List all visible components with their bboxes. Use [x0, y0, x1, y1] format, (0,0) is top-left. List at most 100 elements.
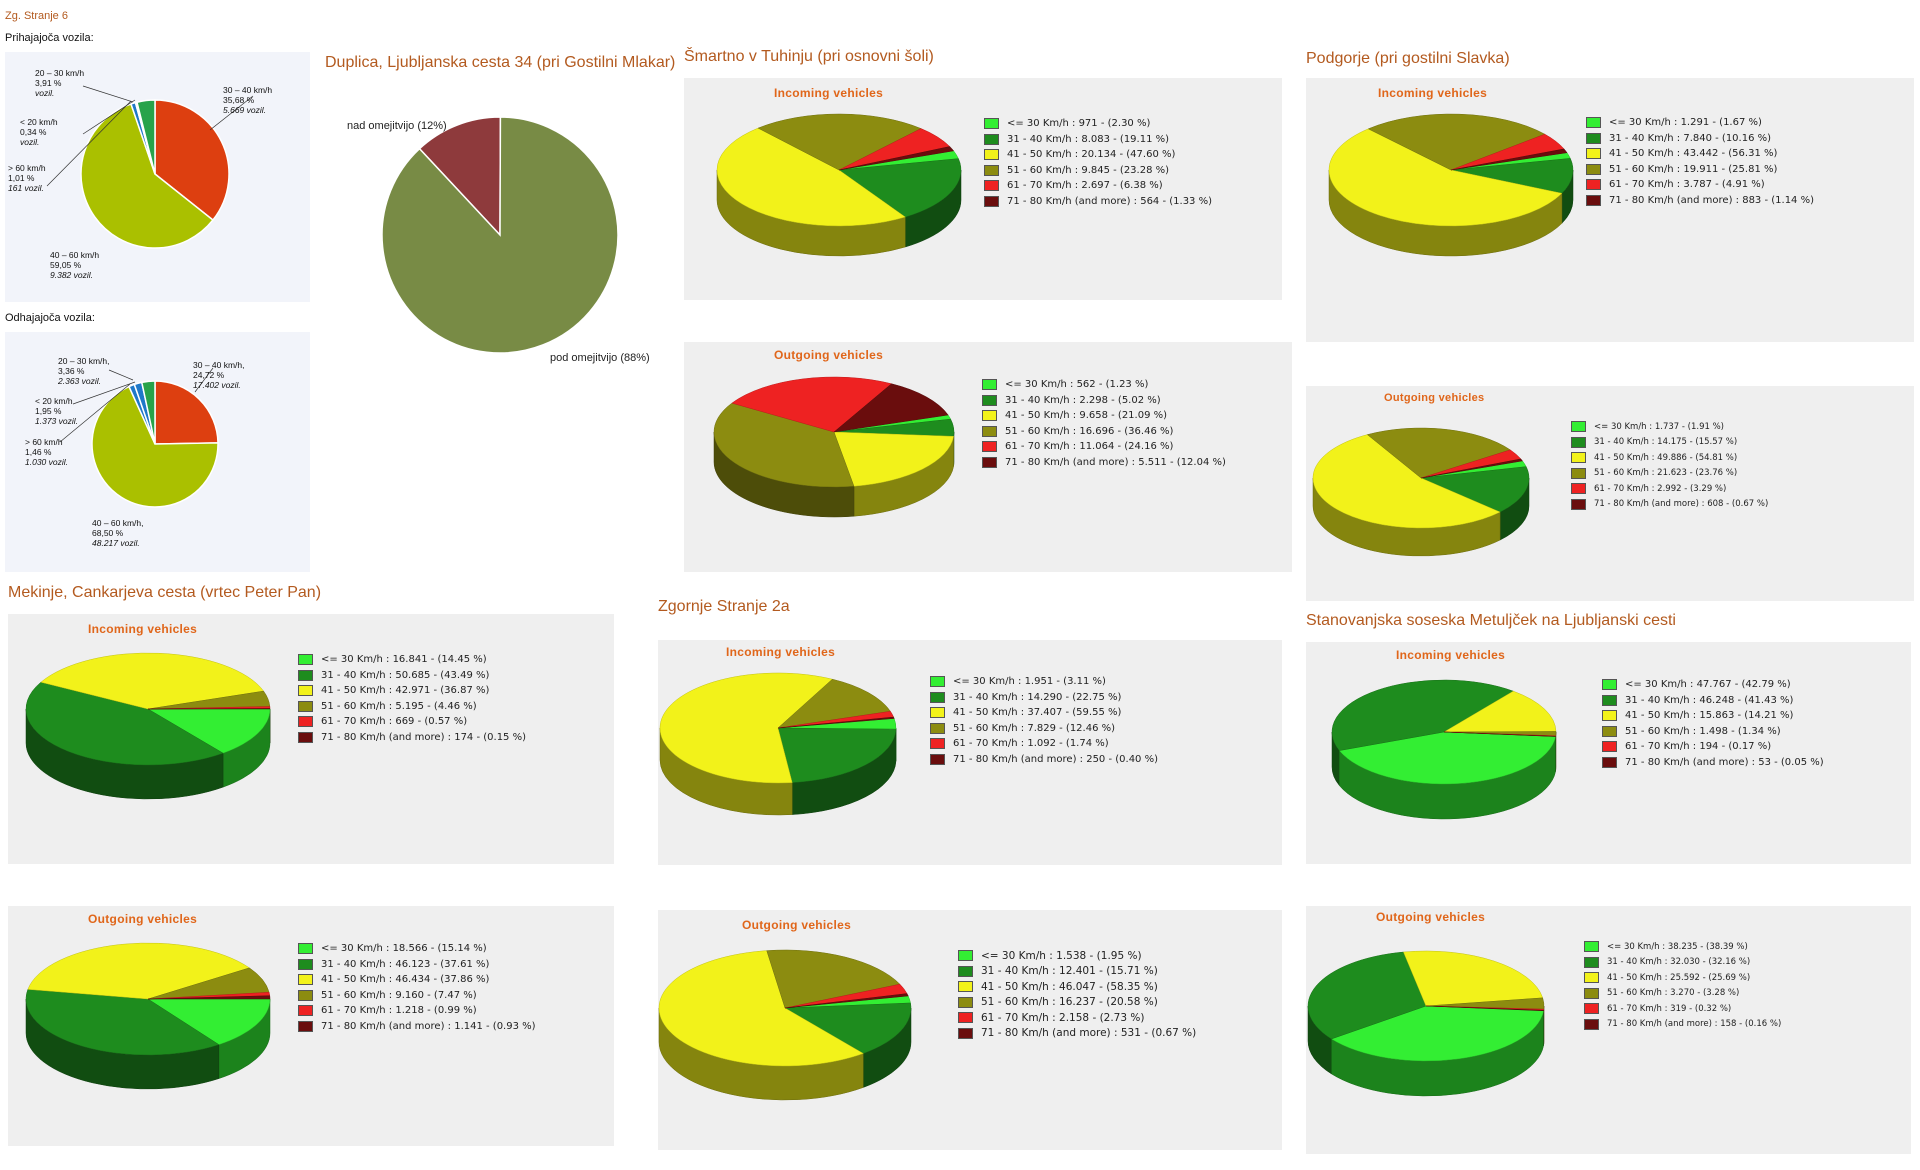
- legend-entry: 41 - 50 Km/h : 43.442 - (56.31 %): [1586, 146, 1814, 162]
- legend-swatch: [982, 456, 997, 468]
- mekinje-in-pie: [25, 652, 271, 800]
- legend-entry: 31 - 40 Km/h : 14.290 - (22.75 %): [930, 690, 1158, 706]
- legend-text: 51 - 60 Km/h : 9.845 - (23.28 %): [1007, 164, 1170, 176]
- zg-out-label-lt20: < 20 km/h 1,95 % 1.373 vozil.: [35, 396, 78, 426]
- zg-out-slice-1: [91, 385, 219, 508]
- legend-text: <= 30 Km/h : 971 - (2.30 %): [1007, 118, 1151, 130]
- legend-entry: 61 - 70 Km/h : 3.787 - (4.91 %): [1586, 177, 1814, 193]
- legend-swatch: [1586, 179, 1601, 191]
- mekinje-in-subtitle: Incoming vehicles: [88, 622, 198, 636]
- legend-text: <= 30 Km/h : 47.767 - (42.79 %): [1625, 679, 1791, 691]
- legend-text: 51 - 60 Km/h : 16.237 - (20.58 %): [981, 996, 1158, 1009]
- smartno-out-slice-5: [833, 383, 949, 433]
- podgorje-in-pie: [1328, 113, 1574, 257]
- legend-entry: 41 - 50 Km/h : 42.971 - (36.87 %): [298, 683, 526, 699]
- metuljcek-in-slice-5: [1443, 731, 1556, 737]
- legend-swatch: [1584, 987, 1599, 999]
- zg-in-label-lt20: < 20 km/h 0,34 % vozil.: [20, 117, 58, 147]
- mekinje-in-slice-1: [25, 681, 224, 766]
- smartno-out-panel: Outgoing vehicles <= 30 Km/h : 562 - (1.…: [684, 342, 1292, 572]
- legend-text: 61 - 70 Km/h : 11.064 - (24.16 %): [1005, 441, 1174, 453]
- zg-in-slice-4: [136, 99, 156, 175]
- podgorje-in-slice-2: [1328, 128, 1563, 227]
- legend-entry: 51 - 60 Km/h : 1.498 - (1.34 %): [1602, 724, 1824, 740]
- legend-entry: 71 - 80 Km/h (and more) : 531 - (0.67 %): [958, 1026, 1196, 1042]
- legend-text: 71 - 80 Km/h (and more) : 53 - (0.05 %): [1625, 756, 1824, 768]
- legend-entry: 51 - 60 Km/h : 3.270 - (3.28 %): [1584, 986, 1781, 1002]
- podgorje-out-subtitle: Outgoing vehicles: [1384, 392, 1485, 404]
- legend-entry: 61 - 70 Km/h : 1.092 - (1.74 %): [930, 736, 1158, 752]
- legend-entry: 41 - 50 Km/h : 9.658 - (21.09 %): [982, 408, 1226, 424]
- legend-entry: 61 - 70 Km/h : 2.992 - (3.29 %): [1571, 481, 1768, 497]
- legend-text: 71 - 80 Km/h (and more) : 531 - (0.67 %): [981, 1027, 1197, 1040]
- legend-entry: 51 - 60 Km/h : 16.696 - (36.46 %): [982, 424, 1226, 440]
- legend-entry: <= 30 Km/h : 1.951 - (3.11 %): [930, 674, 1158, 690]
- smartno-out-legend: <= 30 Km/h : 562 - (1.23 %) 31 - 40 Km/h …: [982, 377, 1226, 470]
- legend-swatch: [982, 410, 997, 422]
- podgorje-out-slice-5: [1420, 458, 1523, 479]
- zgstranje-in-slice-2: [659, 672, 833, 784]
- legend-swatch: [958, 981, 973, 993]
- zgstranje-out-panel: Outgoing vehicles <= 30 Km/h : 1.538 - (…: [658, 910, 1282, 1150]
- legend-swatch: [1571, 421, 1586, 433]
- legend-swatch: [984, 118, 999, 130]
- zg-in-label-40-60: 40 – 60 km/h 59,05 % 9.382 vozil.: [50, 250, 100, 280]
- leader-line-2: [59, 383, 131, 443]
- legend-swatch: [1584, 956, 1599, 968]
- legend-text: 31 - 40 Km/h : 14.290 - (22.75 %): [953, 691, 1122, 703]
- duplica-slice-0: [418, 116, 502, 237]
- zg-in-slice-1: [80, 103, 214, 249]
- legend-swatch: [1602, 679, 1617, 691]
- legend-swatch: [1584, 941, 1599, 953]
- leader-line-3: [194, 367, 214, 393]
- metuljcek-in-panel: Incoming vehicles <= 30 Km/h : 47.767 - …: [1306, 642, 1911, 864]
- legend-entry: 71 - 80 Km/h (and more) : 53 - (0.05 %): [1602, 755, 1824, 771]
- legend-entry: 51 - 60 Km/h : 9.845 - (23.28 %): [984, 163, 1212, 179]
- leader-line-3: [209, 95, 254, 131]
- legend-text: 51 - 60 Km/h : 21.623 - (23.76 %): [1594, 468, 1738, 479]
- legend-text: 41 - 50 Km/h : 37.407 - (59.55 %): [953, 707, 1122, 719]
- legend-swatch: [984, 195, 999, 207]
- legend-text: 71 - 80 Km/h (and more) : 5.511 - (12.04…: [1005, 456, 1226, 468]
- legend-text: 51 - 60 Km/h : 19.911 - (25.81 %): [1609, 163, 1778, 175]
- legend-entry: 41 - 50 Km/h : 46.434 - (37.86 %): [298, 972, 536, 988]
- leader-line-0: [108, 369, 134, 381]
- legend-text: 61 - 70 Km/h : 2.697 - (6.38 %): [1007, 180, 1163, 192]
- legend-swatch: [930, 676, 945, 688]
- zgstranje-in-panel: Incoming vehicles <= 30 Km/h : 1.951 - (…: [658, 640, 1282, 865]
- legend-swatch: [1586, 132, 1601, 144]
- legend-entry: 61 - 70 Km/h : 1.218 - (0.99 %): [298, 1003, 536, 1019]
- leader-line-1: [72, 381, 136, 405]
- legend-text: 41 - 50 Km/h : 20.134 - (47.60 %): [1007, 149, 1176, 161]
- metuljcek-in-legend: <= 30 Km/h : 47.767 - (42.79 %) 31 - 40 K…: [1602, 677, 1824, 770]
- zgstranje-out-slice-1: [784, 1002, 912, 1054]
- legend-entry: <= 30 Km/h : 971 - (2.30 %): [984, 116, 1212, 132]
- zg-out-slice-0: [154, 380, 219, 445]
- legend-entry: 71 - 80 Km/h (and more) : 250 - (0.40 %): [930, 752, 1158, 768]
- smartno-out-subtitle: Outgoing vehicles: [774, 348, 884, 362]
- legend-text: 41 - 50 Km/h : 9.658 - (21.09 %): [1005, 410, 1168, 422]
- legend-text: 71 - 80 Km/h (and more) : 608 - (0.67 %): [1594, 499, 1769, 510]
- zgstranje-out-slice-5: [784, 993, 909, 1009]
- legend-swatch: [982, 394, 997, 406]
- mekinje-title: Mekinje, Cankarjeva cesta (vrtec Peter P…: [8, 584, 322, 601]
- legend-entry: 31 - 40 Km/h : 7.840 - (10.16 %): [1586, 131, 1814, 147]
- legend-text: 71 - 80 Km/h (and more) : 158 - (0.16 %): [1607, 1019, 1782, 1030]
- legend-swatch: [1571, 436, 1586, 448]
- smartno-in-slice-1: [838, 158, 962, 218]
- legend-entry: 41 - 50 Km/h : 49.886 - (54.81 %): [1571, 450, 1768, 466]
- outgoing-label: Odhajajoča vozila:: [5, 312, 95, 324]
- metuljcek-in-slice-0: [1338, 731, 1556, 785]
- mekinje-in-slice-0: [147, 708, 271, 754]
- metuljcek-title: Stanovanjska soseska Metuljček na Ljublj…: [1306, 612, 1676, 629]
- smartno-title: Šmartno v Tuhinju (pri osnovni šoli): [684, 48, 934, 65]
- legend-text: 71 - 80 Km/h (and more) : 1.141 - (0.93 …: [321, 1020, 536, 1032]
- metuljcek-in-slice-2: [1443, 690, 1557, 733]
- legend-swatch: [982, 379, 997, 391]
- duplica-slice-1: [381, 116, 619, 354]
- legend-swatch: [298, 974, 313, 986]
- zgstranje-in-slice-3: [777, 678, 891, 729]
- duplica-title: Duplica, Ljubljanska cesta 34 (pri Gosti…: [325, 54, 676, 71]
- legend-text: 71 - 80 Km/h (and more) : 564 - (1.33 %): [1007, 195, 1213, 207]
- mekinje-out-slice-5: [147, 995, 271, 1000]
